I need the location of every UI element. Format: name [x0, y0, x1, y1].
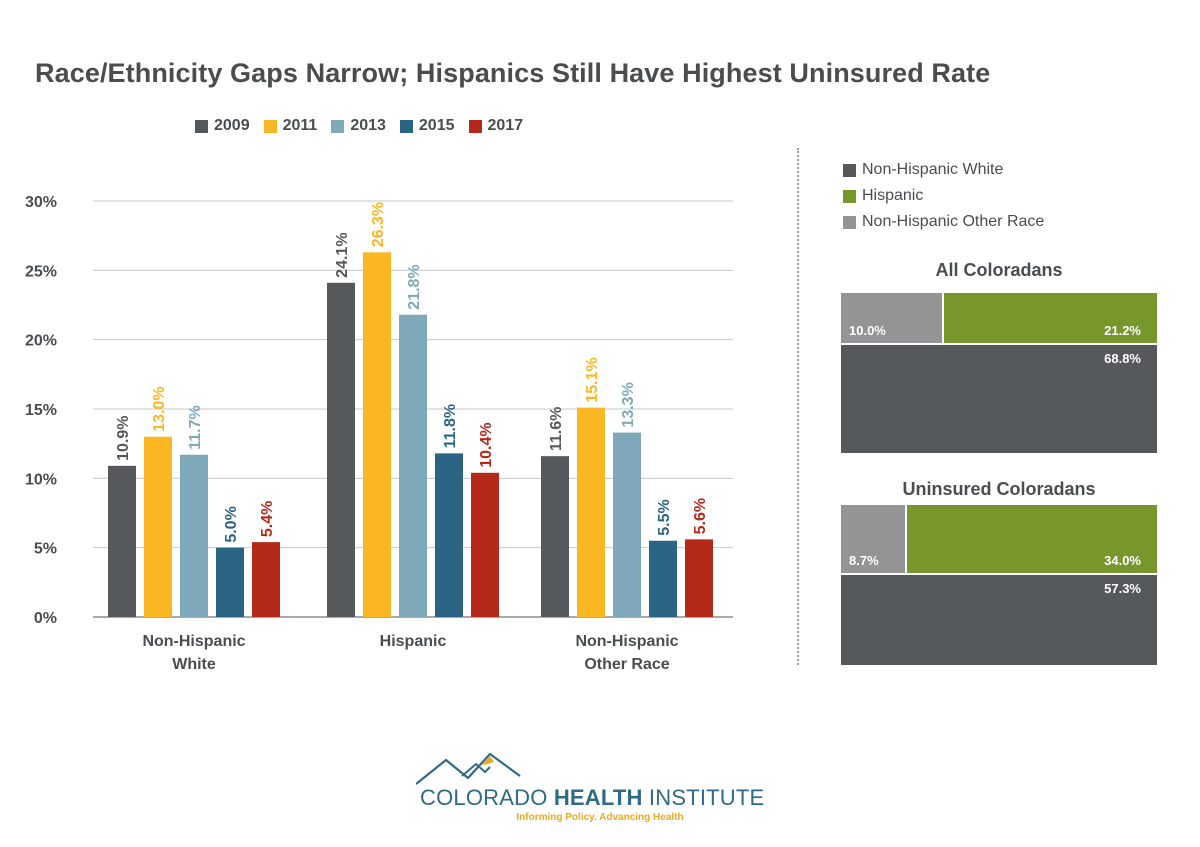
composition-legend-item: Non-Hispanic White: [843, 157, 1044, 183]
bar-2015: [435, 453, 463, 617]
y-tick-label: 25%: [25, 263, 57, 280]
y-tick-label: 15%: [25, 402, 57, 419]
mosaic-value-label: 34.0%: [1104, 553, 1141, 568]
all-coloradans-mosaic: 10.0% 21.2% 68.8%: [841, 293, 1157, 453]
y-tick-label: 5%: [34, 541, 57, 558]
bar-2011: [363, 252, 391, 617]
bar-value-label: 10.4%: [478, 422, 495, 467]
legend-label: 2015: [418, 117, 455, 134]
bar-value-label: 10.9%: [115, 415, 132, 460]
legend-label: Non-Hispanic Other Race: [862, 213, 1045, 230]
bar-value-label: 13.0%: [151, 386, 168, 431]
bar-value-label: 5.5%: [656, 499, 673, 535]
bar-2013: [180, 454, 208, 617]
mosaic-segment: 21.2%: [944, 293, 1157, 343]
legend-label: 2017: [487, 117, 524, 134]
bar-2017: [252, 542, 280, 617]
composition-legend-item: Hispanic: [843, 183, 1044, 209]
brand-tagline: Informing Policy. Advancing Health: [516, 812, 684, 823]
legend-swatch: [263, 119, 277, 133]
category-label: Non-Hispanic: [575, 633, 678, 650]
mosaic-value-label: 8.7%: [849, 553, 879, 568]
uninsured-coloradans-mosaic: 8.7% 34.0% 57.3%: [841, 505, 1157, 665]
bar-value-label: 11.7%: [187, 405, 204, 449]
legend-label: Non-Hispanic White: [862, 161, 1004, 178]
bar-2009: [108, 465, 136, 617]
all-coloradans-title: All Coloradans: [935, 260, 1063, 280]
legend-item-2013: 2013: [331, 117, 386, 135]
legend-swatch: [399, 119, 413, 133]
bar-value-label: 11.8%: [442, 404, 459, 448]
mosaic-segment: 57.3%: [841, 575, 1157, 665]
legend-swatch: [843, 215, 856, 229]
bar-value-label: 5.4%: [259, 501, 276, 537]
bar-value-label: 5.6%: [692, 498, 709, 534]
category-label: Hispanic: [380, 633, 447, 650]
category-label: Non-Hispanic: [142, 633, 245, 650]
legend-item-2015: 2015: [399, 117, 455, 135]
composition-legend: Non-Hispanic White Hispanic Non-Hispanic O…: [843, 157, 1044, 235]
mountain-logo-icon: [416, 752, 521, 785]
category-label: Other Race: [584, 656, 669, 673]
legend-swatch: [843, 163, 856, 177]
mosaic-segment: 10.0%: [841, 293, 942, 343]
bar-2009: [541, 456, 569, 617]
category-label: White: [172, 656, 216, 673]
bar-2009: [327, 282, 355, 617]
y-tick-label: 30%: [25, 194, 57, 211]
mosaic-segment: 68.8%: [841, 345, 1157, 453]
mosaic-value-label: 21.2%: [1104, 323, 1141, 338]
legend-swatch: [843, 189, 856, 203]
bar-2013: [613, 432, 641, 617]
bar-2011: [577, 407, 605, 617]
brand-name: COLORADO HEALTH INSTITUTE: [420, 785, 764, 811]
bar-2015: [216, 547, 244, 617]
legend-label: Hispanic: [862, 187, 924, 204]
bar-value-label: 26.3%: [370, 202, 387, 247]
legend-label: 2011: [282, 117, 318, 134]
panel-divider: [797, 148, 799, 665]
bar-value-label: 15.1%: [584, 357, 601, 402]
uninsured-rate-bar-chart: 0% 5% 10% 15% 20% 25% 30% 10.9% 24.1% 11.6% 13.0% 2…: [25, 194, 733, 673]
bar-value-label: 5.0%: [223, 506, 240, 542]
brand-colorado: COLORADO: [420, 785, 554, 810]
brand-institute: INSTITUTE: [642, 785, 765, 810]
brand-health: HEALTH: [553, 785, 643, 810]
mosaic-segment: 8.7%: [841, 505, 905, 573]
bar-value-label: 21.8%: [406, 264, 423, 309]
mosaic-value-label: 57.3%: [1104, 581, 1141, 596]
legend-swatch: [468, 119, 482, 133]
year-legend: 2009 2011 2013 2015 2017: [195, 117, 523, 135]
y-tick-label: 20%: [25, 333, 57, 350]
bar-2017: [685, 539, 713, 617]
y-tick-label: 10%: [25, 471, 57, 488]
legend-label: 2013: [350, 117, 386, 134]
mosaic-value-label: 10.0%: [849, 323, 886, 338]
bar-value-label: 11.6%: [548, 407, 565, 451]
legend-swatch: [195, 119, 208, 133]
legend-item-2011: 2011: [263, 117, 318, 135]
bar-2015: [649, 540, 677, 617]
bar-2011: [144, 436, 172, 617]
legend-swatch: [331, 119, 345, 133]
uninsured-coloradans-title: Uninsured Coloradans: [902, 479, 1096, 499]
legend-label: 2009: [214, 117, 250, 134]
mosaic-segment: 34.0%: [907, 505, 1157, 573]
bar-value-label: 24.1%: [334, 232, 351, 277]
bar-2013: [399, 314, 427, 617]
composition-legend-item: Non-Hispanic Other Race: [843, 209, 1044, 235]
bar-value-label: 13.3%: [620, 382, 637, 427]
y-tick-label: 0%: [34, 610, 57, 627]
chart-title: Race/Ethnicity Gaps Narrow; Hispanics St…: [35, 58, 991, 88]
legend-item-2009: 2009: [195, 117, 250, 135]
legend-item-2017: 2017: [468, 117, 524, 135]
mosaic-value-label: 68.8%: [1104, 351, 1141, 366]
bar-2017: [471, 472, 499, 617]
